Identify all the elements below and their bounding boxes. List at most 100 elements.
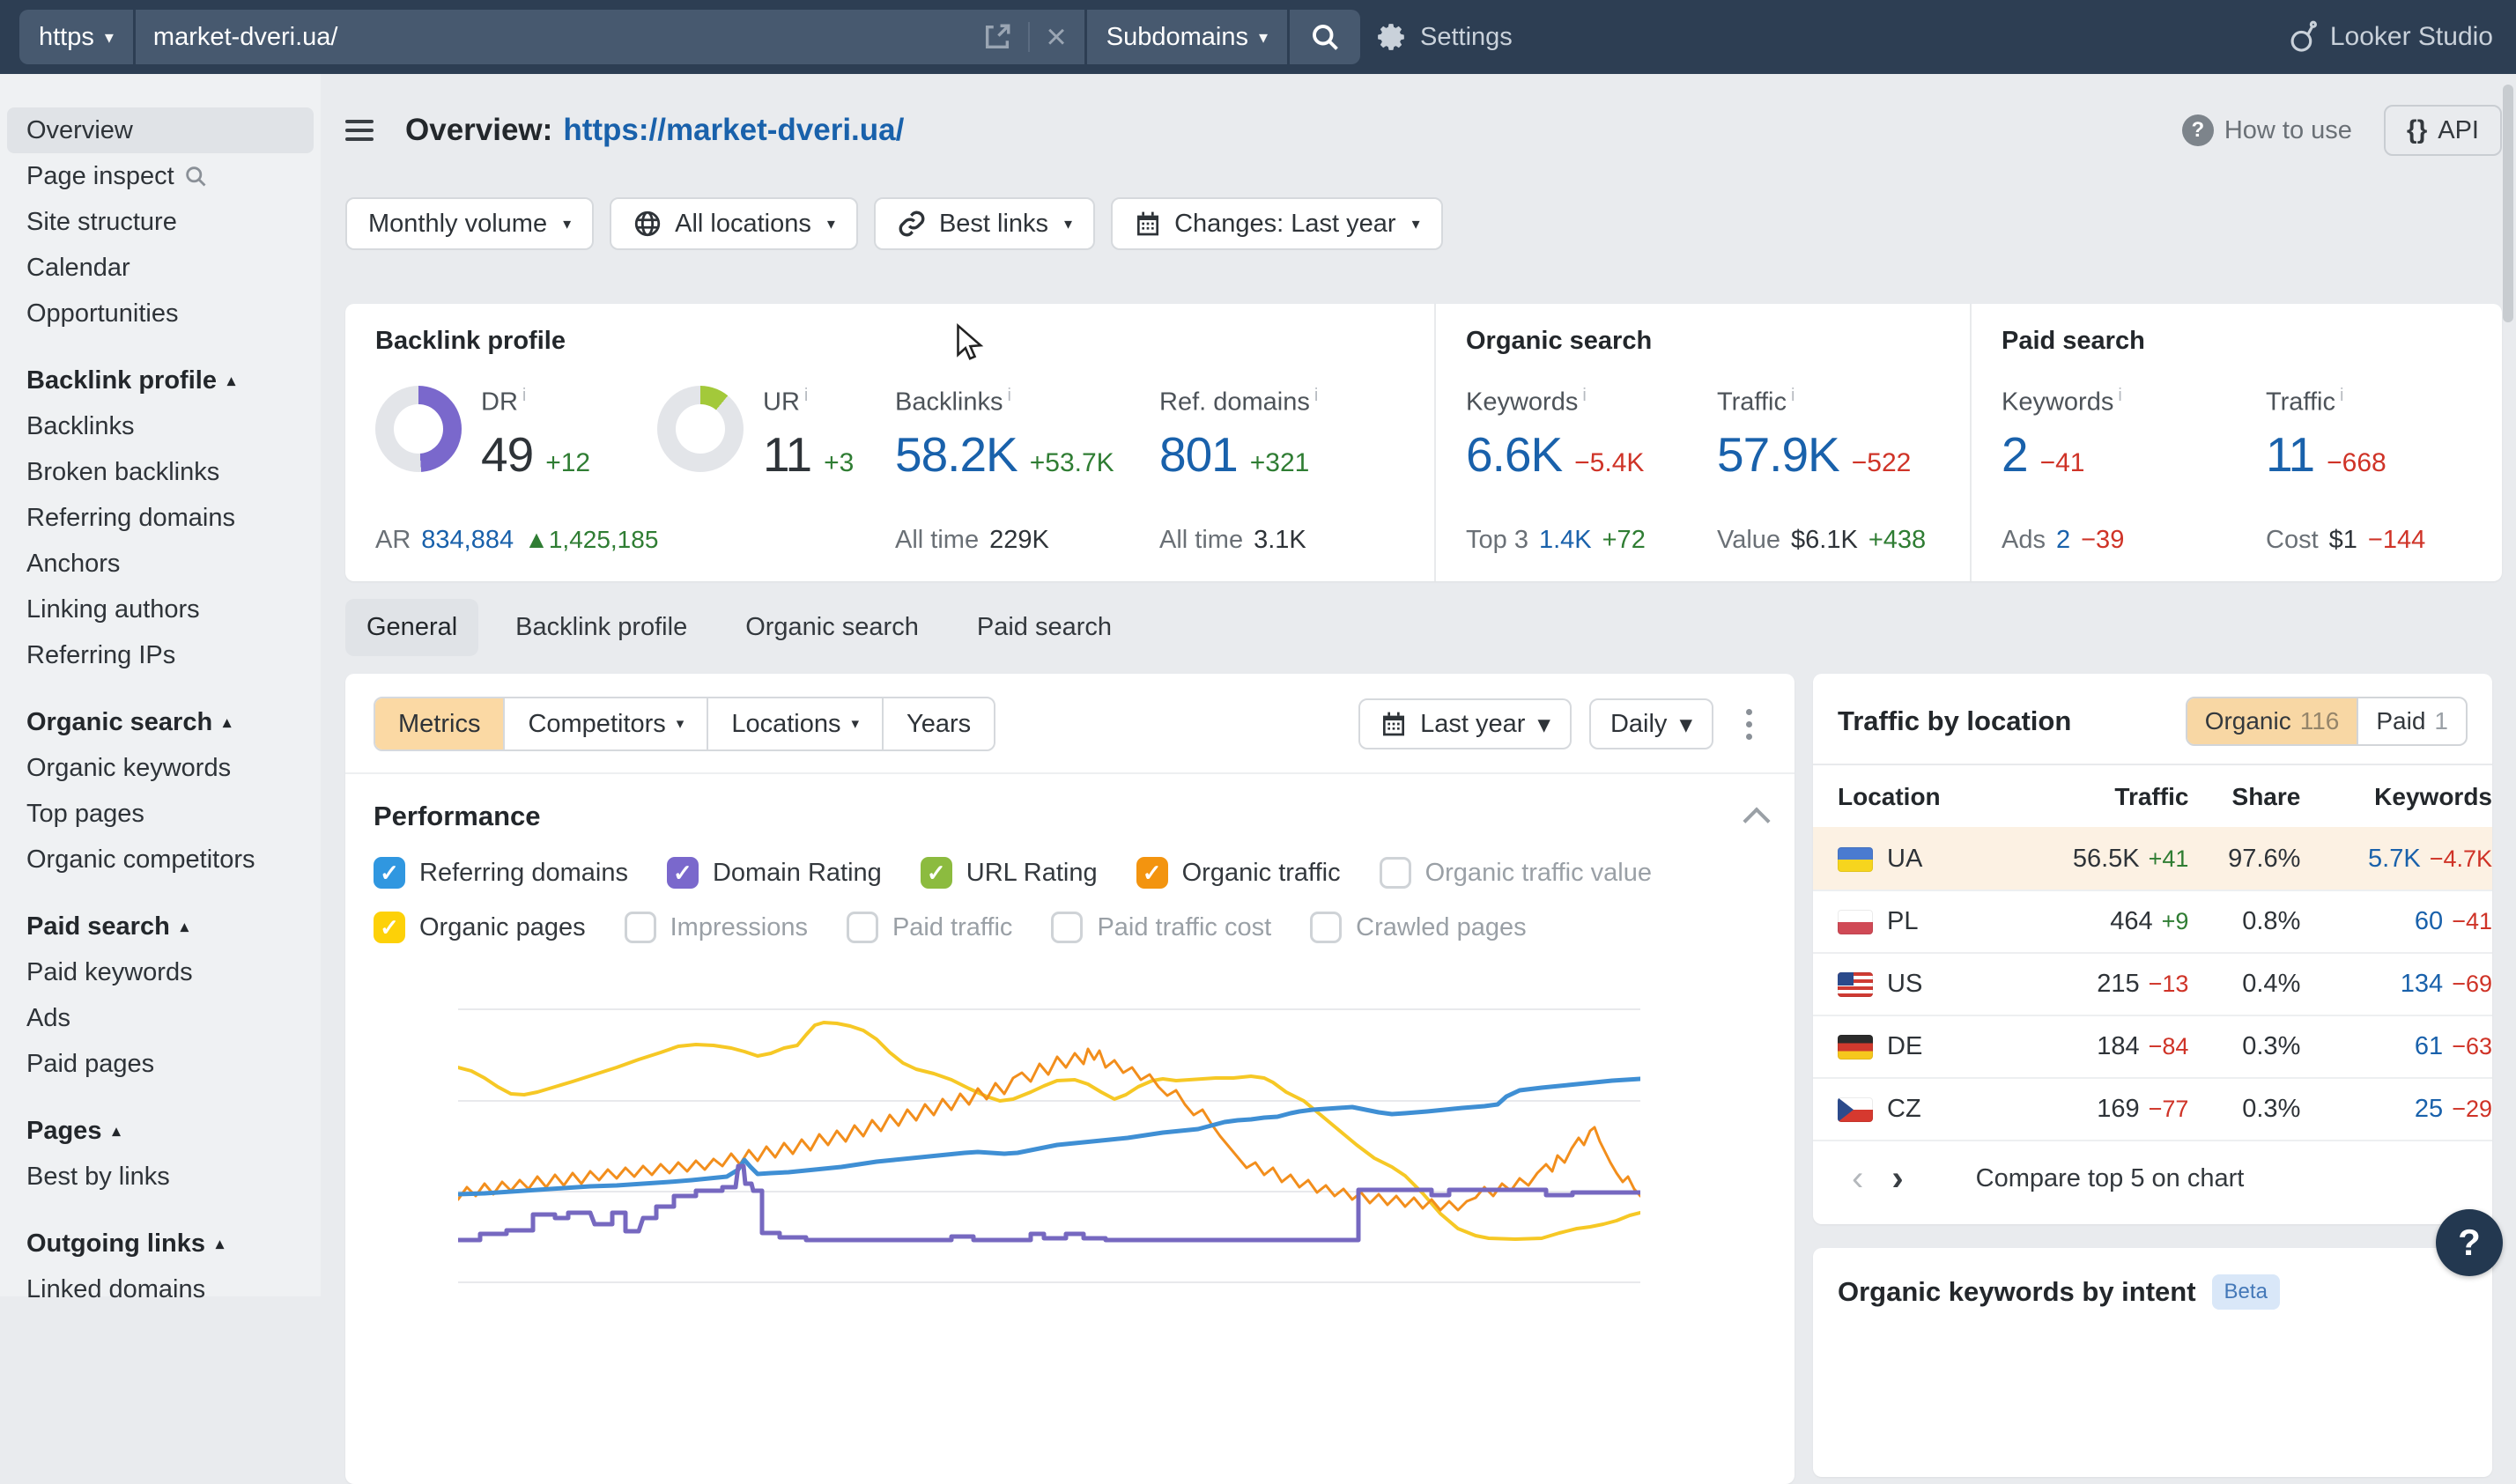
sidebar-item-linking-authors[interactable]: Linking authors [7, 587, 314, 632]
paid-keywords-value[interactable]: 2 [2002, 426, 2028, 483]
sidebar-item-ads[interactable]: Ads [7, 995, 314, 1041]
paid-count: 1 [2434, 707, 2448, 735]
search-button[interactable] [1290, 10, 1360, 64]
looker-studio-link[interactable]: Looker Studio [2288, 0, 2493, 74]
filter-button-best-links[interactable]: Best links▾ [874, 197, 1095, 250]
organic-traffic-value[interactable]: 57.9K [1717, 426, 1839, 483]
toggle-organic[interactable]: Organic 116 [2187, 698, 2357, 744]
sidebar-section-pages[interactable]: Pages▴ [7, 1108, 314, 1154]
filter-button-monthly-volume[interactable]: Monthly volume▾ [345, 197, 594, 250]
filter-button-changes-last-year[interactable]: Changes: Last year▾ [1111, 197, 1443, 250]
performance-chart[interactable] [458, 969, 1640, 1484]
checkbox-label: Domain Rating [713, 859, 882, 888]
settings-button[interactable]: Settings [1374, 0, 1513, 74]
granularity-button[interactable]: Daily ▾ [1589, 698, 1713, 749]
sidebar-item-paid-pages[interactable]: Paid pages [7, 1041, 314, 1087]
sidebar-item-referring-ips[interactable]: Referring IPs [7, 632, 314, 678]
keywords-value[interactable]: 60 [2415, 907, 2443, 935]
segment-competitors[interactable]: Competitors▾ [503, 698, 707, 749]
paid-traffic-value[interactable]: 11 [2266, 426, 2314, 483]
top3-value[interactable]: 1.4K [1539, 526, 1592, 555]
page-title-url-link[interactable]: https://market-dveri.ua/ [563, 113, 904, 148]
sidebar-item-calendar[interactable]: Calendar [7, 245, 314, 291]
tab-backlink-profile[interactable]: Backlink profile [494, 599, 708, 656]
checkbox-organic-traffic[interactable]: ✓Organic traffic [1136, 857, 1341, 889]
ar-value[interactable]: 834,884 [421, 526, 514, 555]
mode-dropdown[interactable]: Subdomains ▾ [1087, 10, 1287, 64]
table-footer: ‹ › Compare top 5 on chart [1813, 1140, 2492, 1215]
tab-paid-search[interactable]: Paid search [956, 599, 1133, 656]
toggle-paid[interactable]: Paid 1 [2357, 698, 2466, 744]
sidebar-item-referring-domains[interactable]: Referring domains [7, 495, 314, 541]
column-header-share[interactable]: Share [2188, 765, 2300, 828]
organic-keywords-value[interactable]: 6.6K [1466, 426, 1562, 483]
collapse-section-icon[interactable] [1743, 807, 1770, 834]
ads-value[interactable]: 2 [2056, 526, 2070, 555]
prev-page-icon[interactable]: ‹ [1838, 1161, 1877, 1196]
sidebar-item-anchors[interactable]: Anchors [7, 541, 314, 587]
keywords-value[interactable]: 25 [2415, 1095, 2443, 1123]
tab-general[interactable]: General [345, 599, 478, 656]
column-header-keywords[interactable]: Keywords [2300, 765, 2492, 828]
segment-years[interactable]: Years [882, 698, 994, 749]
sidebar-item-page-inspect[interactable]: Page inspect [7, 153, 314, 199]
checkbox-url-rating[interactable]: ✓URL Rating [921, 857, 1098, 889]
compare-top5-link[interactable]: Compare top 5 on chart [1976, 1164, 2245, 1193]
checkbox-organic-pages[interactable]: ✓Organic pages [374, 912, 586, 943]
next-page-icon[interactable]: › [1877, 1161, 1917, 1196]
segment-label: Locations [731, 710, 840, 739]
sidebar-section-organic-search[interactable]: Organic search▴ [7, 699, 314, 745]
sidebar-item-linked-domains[interactable]: Linked domains [7, 1266, 314, 1312]
column-header-location[interactable]: Location [1813, 765, 2009, 828]
protocol-dropdown[interactable]: https ▾ [19, 10, 133, 64]
page-scrollbar[interactable] [2503, 85, 2513, 322]
open-external-icon[interactable] [982, 22, 1012, 52]
sidebar-section-backlink-profile[interactable]: Backlink profile▴ [7, 358, 314, 403]
sidebar-item-organic-keywords[interactable]: Organic keywords [7, 745, 314, 791]
tab-organic-search[interactable]: Organic search [724, 599, 940, 656]
sidebar-item-overview[interactable]: Overview [7, 107, 314, 153]
menu-toggle-icon[interactable] [345, 114, 374, 146]
target-url-input[interactable]: market-dveri.ua/ × [136, 10, 1084, 64]
more-options-icon[interactable] [1731, 698, 1766, 749]
sidebar-item-paid-keywords[interactable]: Paid keywords [7, 949, 314, 995]
column-header-traffic[interactable]: Traffic [2009, 765, 2188, 828]
segment-metrics[interactable]: Metrics [375, 698, 503, 749]
checkbox-paid-traffic-cost[interactable]: Paid traffic cost [1051, 912, 1271, 943]
chevron-down-icon: ▾ [105, 26, 114, 48]
sidebar-item-backlinks[interactable]: Backlinks [7, 403, 314, 449]
keywords-value[interactable]: 5.7K [2368, 845, 2421, 873]
sidebar-item-top-pages[interactable]: Top pages [7, 791, 314, 837]
sidebar-item-opportunities[interactable]: Opportunities [7, 291, 314, 336]
checkbox-impressions[interactable]: Impressions [625, 912, 808, 943]
help-button[interactable]: ? [2436, 1209, 2503, 1276]
how-to-use-button[interactable]: ? How to use [2182, 114, 2352, 146]
sidebar-section-paid-search[interactable]: Paid search▴ [7, 904, 314, 949]
sidebar-section-outgoing-links[interactable]: Outgoing links▴ [7, 1221, 314, 1266]
ref-domains-value[interactable]: 801 [1159, 426, 1238, 483]
sidebar-item-broken-backlinks[interactable]: Broken backlinks [7, 449, 314, 495]
clear-input-icon[interactable]: × [1046, 19, 1066, 55]
checkbox-paid-traffic[interactable]: Paid traffic [847, 912, 1012, 943]
filter-button-all-locations[interactable]: All locations▾ [610, 197, 858, 250]
sidebar-item-best-by-links[interactable]: Best by links [7, 1154, 314, 1200]
keywords-value[interactable]: 61 [2415, 1032, 2443, 1060]
segment-locations[interactable]: Locations▾ [707, 698, 882, 749]
keywords-delta: −63 [2443, 1033, 2492, 1059]
checkbox-organic-traffic-value[interactable]: Organic traffic value [1380, 857, 1652, 889]
sidebar-item-organic-competitors[interactable]: Organic competitors [7, 837, 314, 882]
backlinks-value[interactable]: 58.2K [895, 426, 1018, 483]
checkbox-domain-rating[interactable]: ✓Domain Rating [667, 857, 882, 889]
sidebar-item-label: Broken backlinks [26, 458, 219, 487]
checkbox-crawled-pages[interactable]: Crawled pages [1310, 912, 1526, 943]
sidebar-item-site-structure[interactable]: Site structure [7, 199, 314, 245]
api-button[interactable]: {} API [2384, 105, 2502, 156]
checkbox-referring-domains[interactable]: ✓Referring domains [374, 857, 628, 889]
date-range-button[interactable]: Last year ▾ [1358, 698, 1572, 749]
keywords-value[interactable]: 134 [2401, 970, 2443, 998]
